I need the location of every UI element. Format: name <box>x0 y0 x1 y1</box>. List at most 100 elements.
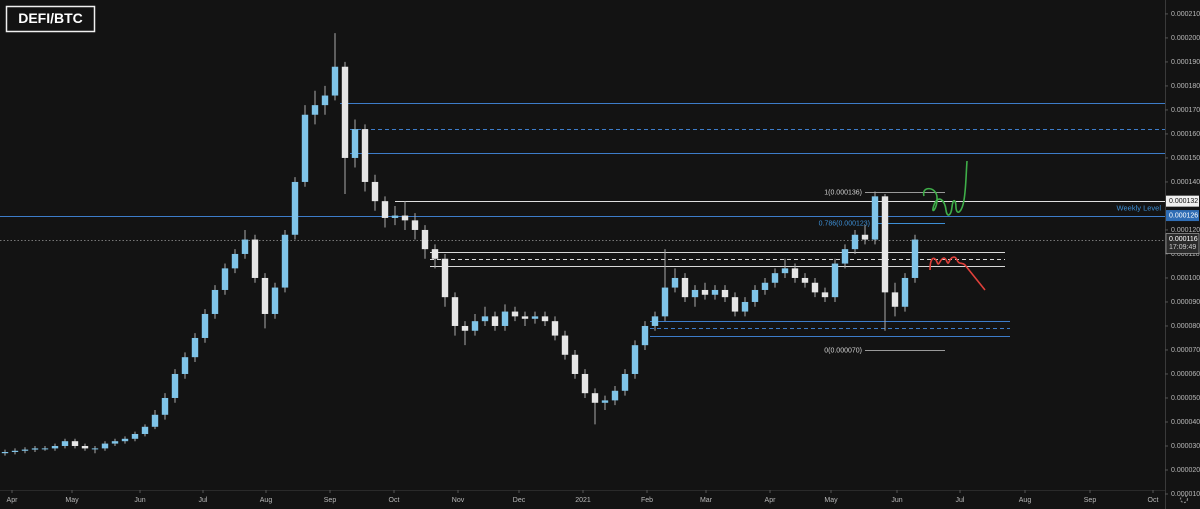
candle-body <box>211 289 219 314</box>
title-box <box>5 5 96 33</box>
candle-body <box>221 268 229 290</box>
candle-body <box>911 239 919 278</box>
candle-body <box>481 316 489 322</box>
candle-body <box>291 181 299 235</box>
y-tick-label: 0.000010 <box>1171 491 1200 498</box>
candle-body <box>701 289 709 295</box>
candle-body <box>711 289 719 295</box>
candle-body <box>161 397 169 415</box>
candle-body <box>631 345 639 374</box>
candle-body <box>261 277 269 314</box>
candle-body <box>691 289 699 298</box>
level-label: 1(0.000136) <box>824 189 862 196</box>
candle-body <box>131 433 139 439</box>
candle-body <box>831 263 839 298</box>
candle-body <box>811 282 819 293</box>
price-label: 0.000132 <box>1169 198 1198 205</box>
y-tick-label: 0.000080 <box>1171 323 1200 330</box>
candle-body <box>411 220 419 230</box>
candle-body <box>621 373 629 391</box>
candle-body <box>181 357 189 374</box>
candle-body <box>661 287 669 317</box>
candle-body <box>91 448 99 450</box>
x-tick-label: Jun <box>891 497 902 504</box>
candle-body <box>591 393 599 403</box>
price-label: 0.000126 <box>1169 212 1198 219</box>
y-tick-label: 0.000040 <box>1171 419 1200 426</box>
candle-body <box>601 400 609 403</box>
candle-body <box>501 311 509 326</box>
x-tick-label: Aug <box>1019 497 1032 504</box>
candle-body <box>521 316 529 319</box>
candle-body <box>581 373 589 394</box>
candle-body <box>421 229 429 250</box>
price-label-box <box>1166 210 1199 222</box>
candle-body <box>321 95 329 106</box>
y-tick-label: 0.000160 <box>1171 131 1200 138</box>
candle-body <box>431 249 439 259</box>
candle-body <box>891 292 899 307</box>
candle-body <box>251 239 259 278</box>
candle-body <box>741 301 749 312</box>
candle-body <box>341 66 349 158</box>
candle-body <box>141 426 149 434</box>
candle-body <box>671 277 679 288</box>
candle-body <box>471 321 479 331</box>
y-tick-label: 0.000100 <box>1171 275 1200 282</box>
x-tick-label: Sep <box>1084 497 1097 504</box>
candle-body <box>881 196 889 293</box>
candle-body <box>391 215 399 218</box>
level-label: 0.786(0.000123) <box>819 220 870 227</box>
y-tick-label: 0.000020 <box>1171 467 1200 474</box>
x-tick-label: Mar <box>700 497 713 504</box>
candle-body <box>731 297 739 312</box>
x-tick-label: Aug <box>260 497 273 504</box>
candle-body <box>641 325 649 346</box>
candle-body <box>111 441 119 444</box>
x-tick-label: May <box>65 497 79 504</box>
candle-body <box>721 289 729 298</box>
annotation: Weekly Level <box>1117 204 1162 213</box>
candle-body <box>571 354 579 374</box>
y-tick-label: 0.000030 <box>1171 443 1200 450</box>
candle-body <box>41 448 49 450</box>
x-tick-label: Jul <box>956 497 965 504</box>
last-price-box <box>1165 233 1200 254</box>
y-tick-label: 0.000210 <box>1171 11 1200 18</box>
candle-body <box>781 268 789 274</box>
candle-body <box>401 215 409 221</box>
candle-body <box>371 181 379 202</box>
candle-body <box>461 325 469 331</box>
candle-body <box>1 451 9 454</box>
candle-body <box>71 441 79 446</box>
candle-body <box>121 438 129 442</box>
x-tick-label: Jun <box>134 497 145 504</box>
y-tick-label: 0.000110 <box>1171 251 1200 258</box>
y-tick-label: 0.000150 <box>1171 155 1200 162</box>
x-tick-label: Jul <box>199 497 208 504</box>
y-tick-label: 0.000190 <box>1171 59 1200 66</box>
candle-body <box>451 297 459 326</box>
x-tick-label: 2021 <box>575 497 591 504</box>
candle-body <box>771 273 779 283</box>
x-tick-label: Dec <box>513 497 526 504</box>
candle-body <box>761 282 769 290</box>
candle-body <box>441 258 449 298</box>
candles <box>1 33 919 456</box>
candle-body <box>551 321 559 336</box>
candle-body <box>281 234 289 288</box>
last-price-label: 0.000116 <box>1169 236 1198 243</box>
chart-title: DEFI/BTC <box>18 10 83 26</box>
candle-body <box>301 114 309 182</box>
x-tick-label: Apr <box>765 497 777 504</box>
candle-body <box>81 445 89 449</box>
candle-body <box>151 414 159 427</box>
y-tick-label: 0.000170 <box>1171 107 1200 114</box>
settings-icon[interactable] <box>1179 494 1189 504</box>
x-tick-label: Sep <box>324 497 337 504</box>
bearish-scenario-sketch <box>929 256 986 291</box>
y-tick-label: 0.000180 <box>1171 83 1200 90</box>
level-label: 0(0.000070) <box>824 347 862 354</box>
